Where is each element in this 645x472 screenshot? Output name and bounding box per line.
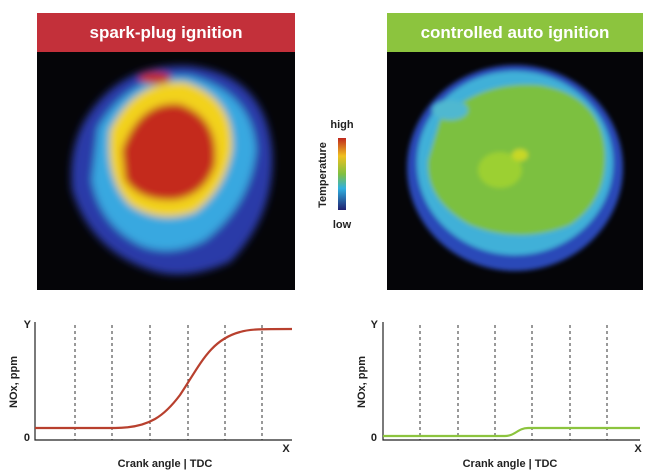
nox-curve	[383, 428, 640, 436]
axes	[35, 322, 292, 440]
legend-low: low	[333, 219, 352, 231]
y-axis-label: NOx, ppm	[8, 356, 20, 408]
origin-label: 0	[371, 432, 377, 444]
panel-cai: controlled auto ignition Y 0 X NOx, ppm …	[356, 13, 643, 470]
nox-chart: Y 0 X NOx, ppm Crank angle | TDC	[356, 319, 642, 470]
legend-high: high	[330, 119, 353, 131]
panel-title: controlled auto ignition	[421, 23, 610, 42]
y-axis-letter: Y	[24, 319, 32, 331]
y-axis-label: NOx, ppm	[356, 356, 368, 408]
heat-blob	[407, 65, 623, 271]
legend-label: Temperature	[317, 142, 329, 208]
nox-chart: Y 0 X NOx, ppm Crank angle | TDC	[8, 319, 292, 470]
x-axis-label: Crank angle | TDC	[118, 458, 213, 470]
figure: spark-plug ignition Y 0 X NOx, ppm Crank…	[0, 0, 645, 472]
x-axis-letter: X	[634, 443, 642, 455]
panel-title: spark-plug ignition	[90, 23, 243, 42]
panel-spark: spark-plug ignition Y 0 X NOx, ppm Crank…	[8, 13, 295, 470]
temperature-legend: high low Temperature	[317, 119, 354, 231]
nox-curve	[35, 329, 292, 428]
color-bar	[338, 138, 346, 210]
origin-label: 0	[24, 432, 30, 444]
y-axis-letter: Y	[371, 319, 379, 331]
axes	[383, 322, 640, 440]
x-axis-label: Crank angle | TDC	[463, 458, 558, 470]
x-axis-letter: X	[282, 443, 290, 455]
